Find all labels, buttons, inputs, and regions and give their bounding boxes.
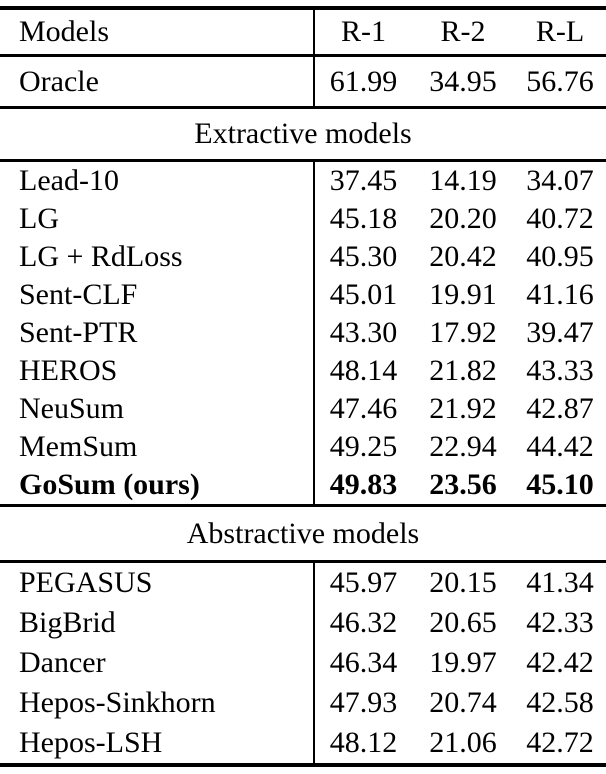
section-divider-rule <box>0 106 606 109</box>
r1-value-cell: 61.99 <box>329 64 398 98</box>
column-header-r2: R-2 <box>440 15 486 48</box>
r1-value-cell: 45.01 <box>329 278 398 311</box>
rl-value-cell: 42.72 <box>526 726 594 759</box>
model-name-cell: Dancer <box>0 643 315 683</box>
table-row-neusum: NeuSum 47.46 21.92 42.87 <box>0 390 606 428</box>
header-divider-rule <box>0 54 606 57</box>
table-section-rows: PEGASUS 45.97 20.15 41.34 BigBrid 46.32 20.65 4… <box>0 563 606 763</box>
section-band-label: Abstractive models <box>186 516 420 550</box>
rl-value-cell: 56.76 <box>526 64 594 98</box>
table-bottom-rule <box>0 763 606 767</box>
model-name-cell: GoSum (ours) <box>0 466 315 504</box>
rl-value-cell: 39.47 <box>526 316 594 349</box>
r1-value-cell: 47.46 <box>329 392 398 425</box>
table-row-dancer: Dancer 46.34 19.97 42.42 <box>0 643 606 683</box>
r2-value-cell: 21.92 <box>429 392 497 425</box>
rl-value-cell: 40.72 <box>526 202 594 235</box>
r2-value-cell: 20.65 <box>429 606 497 639</box>
model-name-cell: Sent-CLF <box>0 276 315 314</box>
table-row-sent-clf: Sent-CLF 45.01 19.91 41.16 <box>0 276 606 314</box>
section-band-abstractive-models: Abstractive models <box>0 507 606 560</box>
rl-value-cell: 40.95 <box>526 240 594 273</box>
table-header-row: Models R-1 R-2 R-L <box>0 10 606 54</box>
r2-value-cell: 20.74 <box>429 686 497 719</box>
table-row-sent-ptr: Sent-PTR 43.30 17.92 39.47 <box>0 314 606 352</box>
model-name-cell: Hepos-LSH <box>0 723 315 763</box>
r1-value-cell: 46.32 <box>329 606 398 639</box>
section-divider-rule <box>0 159 606 162</box>
table-row-memsum: MemSum 49.25 22.94 44.42 <box>0 428 606 466</box>
r2-value-cell: 34.95 <box>429 64 497 98</box>
table-row-lg-rdloss: LG + RdLoss 45.30 20.42 40.95 <box>0 238 606 276</box>
model-name-cell: BigBrid <box>0 603 315 643</box>
table-row-bigbrid: BigBrid 46.32 20.65 42.33 <box>0 603 606 643</box>
table-row-pegasus: PEGASUS 45.97 20.15 41.34 <box>0 563 606 603</box>
rl-value-cell: 41.16 <box>526 278 594 311</box>
section-divider-rule <box>0 504 606 507</box>
rl-value-cell: 45.10 <box>526 468 594 501</box>
r1-value-cell: 46.34 <box>329 646 398 679</box>
r2-value-cell: 20.15 <box>429 566 497 599</box>
table-row-oracle: Oracle 61.99 34.95 56.76 <box>0 57 606 106</box>
table-row-hepos-lsh: Hepos-LSH 48.12 21.06 42.72 <box>0 723 606 763</box>
r1-value-cell: 45.18 <box>329 202 398 235</box>
section-divider-rule <box>0 560 606 563</box>
r1-value-cell: 49.25 <box>329 430 398 463</box>
r1-value-cell: 45.30 <box>329 240 398 273</box>
r1-value-cell: 45.97 <box>329 566 398 599</box>
section-band-label: Extractive models <box>194 117 412 150</box>
table-row-hepos-sinkhorn: Hepos-Sinkhorn 47.93 20.74 42.58 <box>0 683 606 723</box>
table-row-lead-10: Lead-10 37.45 14.19 34.07 <box>0 162 606 200</box>
model-name-cell: Lead-10 <box>0 162 315 200</box>
column-header-models: Models <box>0 10 315 54</box>
r1-value-cell: 49.83 <box>329 468 398 501</box>
rl-value-cell: 42.87 <box>526 392 594 425</box>
r2-value-cell: 14.19 <box>429 164 497 197</box>
table-section-rows: Oracle 61.99 34.95 56.76 <box>0 57 606 106</box>
r2-value-cell: 17.92 <box>429 316 497 349</box>
r2-value-cell: 19.97 <box>429 646 497 679</box>
r2-value-cell: 22.94 <box>429 430 497 463</box>
column-header-rl: R-L <box>535 15 585 48</box>
r1-value-cell: 37.45 <box>329 164 398 197</box>
model-name-cell: HEROS <box>0 352 315 390</box>
rl-value-cell: 43.33 <box>526 354 594 387</box>
model-name-cell: Oracle <box>0 57 315 106</box>
rl-value-cell: 44.42 <box>526 430 594 463</box>
table-row-gosum-ours: GoSum (ours) 49.83 23.56 45.10 <box>0 466 606 504</box>
r2-value-cell: 20.20 <box>429 202 497 235</box>
model-name-cell: Sent-PTR <box>0 314 315 352</box>
table-section-rows: Lead-10 37.45 14.19 34.07 LG 45.18 20.20 40.72 L… <box>0 162 606 504</box>
table-row-lg: LG 45.18 20.20 40.72 <box>0 200 606 238</box>
r1-value-cell: 43.30 <box>329 316 398 349</box>
r2-value-cell: 20.42 <box>429 240 497 273</box>
r2-value-cell: 21.06 <box>429 726 497 759</box>
section-band-extractive-models: Extractive models <box>0 109 606 159</box>
model-name-cell: NeuSum <box>0 390 315 428</box>
model-name-cell: MemSum <box>0 428 315 466</box>
model-name-cell: PEGASUS <box>0 563 315 603</box>
rl-value-cell: 34.07 <box>526 164 594 197</box>
r2-value-cell: 21.82 <box>429 354 497 387</box>
r2-value-cell: 19.91 <box>429 278 497 311</box>
model-name-cell: LG + RdLoss <box>0 238 315 276</box>
r1-value-cell: 48.12 <box>329 726 398 759</box>
r1-value-cell: 47.93 <box>329 686 398 719</box>
table-body-sections: Oracle 61.99 34.95 56.76 Extractive models Le… <box>0 57 606 763</box>
model-name-cell: Hepos-Sinkhorn <box>0 683 315 723</box>
rl-value-cell: 42.58 <box>526 686 594 719</box>
model-name-cell: LG <box>0 200 315 238</box>
r1-value-cell: 48.14 <box>329 354 398 387</box>
rl-value-cell: 42.33 <box>526 606 594 639</box>
column-header-r1: R-1 <box>341 15 386 48</box>
rl-value-cell: 41.34 <box>526 566 594 599</box>
table-top-rule <box>0 6 606 10</box>
r2-value-cell: 23.56 <box>429 468 497 501</box>
rl-value-cell: 42.42 <box>526 646 594 679</box>
table-row-heros: HEROS 48.14 21.82 43.33 <box>0 352 606 390</box>
